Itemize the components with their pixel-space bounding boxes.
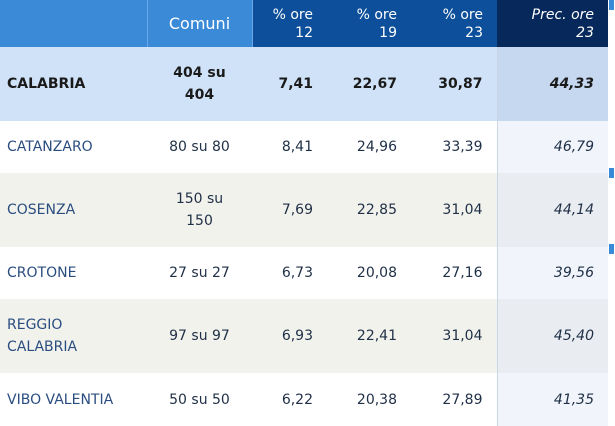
comuni-cell: 404 su 404	[147, 47, 252, 121]
value-ore-19: 20,08	[327, 247, 411, 299]
header-ore-12-label: % ore	[272, 6, 313, 23]
value-ore-12: 8,41	[252, 121, 327, 173]
header-ore-19-value: 19	[379, 24, 397, 41]
scroll-indicator-middle	[609, 168, 614, 178]
value-ore-19: 22,85	[327, 173, 411, 247]
comuni-line-1: 150 su	[175, 191, 224, 207]
header-ore-23-label: % ore	[442, 6, 483, 23]
value-prec-ore-23: 44,14	[496, 173, 608, 247]
value-ore-12: 6,22	[252, 373, 327, 426]
header-ore-19-label: % ore	[356, 6, 397, 23]
value-prec-ore-23: 46,79	[496, 121, 608, 173]
value-ore-19: 22,67	[327, 47, 411, 121]
table-row: REGGIO CALABRIA 97 su 97 6,93 22,41 31,04…	[0, 299, 608, 373]
table-row-total: CALABRIA 404 su 404 7,41 22,67 30,87 44,3…	[0, 47, 608, 121]
table-header-row: Comuni % ore 12 % ore 19 % ore 23 Prec. …	[0, 0, 608, 47]
value-ore-23: 31,04	[411, 299, 497, 373]
table-row: VIBO VALENTIA 50 su 50 6,22 20,38 27,89 …	[0, 373, 608, 426]
comuni-line-1: 97 su 97	[169, 328, 230, 344]
header-ore-23[interactable]: % ore 23	[411, 0, 497, 47]
region-link-reggio-calabria[interactable]: REGGIO CALABRIA	[0, 299, 147, 373]
value-ore-23: 27,89	[411, 373, 497, 426]
header-ore-12[interactable]: % ore 12	[252, 0, 327, 47]
value-ore-19: 22,41	[327, 299, 411, 373]
scroll-indicator-top	[609, 0, 614, 10]
header-prec-value: 23	[576, 24, 594, 41]
value-ore-23: 33,39	[411, 121, 497, 173]
comuni-line-2: 404	[184, 87, 215, 103]
region-link-cosenza[interactable]: COSENZA	[0, 173, 147, 247]
comuni-cell: 80 su 80	[147, 121, 252, 173]
region-name-line-1: CATANZARO	[7, 139, 93, 155]
value-ore-12: 6,73	[252, 247, 327, 299]
region-name-calabria: CALABRIA	[0, 47, 147, 121]
comuni-line-1: 80 su 80	[169, 139, 230, 155]
comuni-cell: 27 su 27	[147, 247, 252, 299]
region-name-line-2: CALABRIA	[7, 339, 78, 355]
value-prec-ore-23: 41,35	[496, 373, 608, 426]
comuni-line-1: 50 su 50	[169, 391, 230, 408]
region-link-catanzaro[interactable]: CATANZARO	[0, 121, 147, 173]
value-ore-12: 7,69	[252, 173, 327, 247]
value-ore-19: 24,96	[327, 121, 411, 173]
header-prec-ore-23[interactable]: Prec. ore 23	[497, 0, 608, 47]
header-region	[0, 0, 147, 47]
comuni-line-1: 404 su	[173, 65, 226, 81]
header-ore-19[interactable]: % ore 19	[327, 0, 411, 47]
header-comuni[interactable]: Comuni	[146, 0, 253, 47]
value-ore-12: 7,41	[252, 47, 327, 121]
value-ore-23: 31,04	[411, 173, 497, 247]
table-row: CROTONE 27 su 27 6,73 20,08 27,16 39,56	[0, 247, 608, 299]
region-name-line-1: CROTONE	[7, 265, 77, 281]
scroll-indicator-lower	[609, 244, 614, 254]
region-name-line-1: CALABRIA	[7, 76, 86, 92]
value-prec-ore-23: 44,33	[496, 47, 608, 121]
region-name-line-1: COSENZA	[7, 202, 76, 218]
comuni-cell: 97 su 97	[147, 299, 252, 373]
region-link-crotone[interactable]: CROTONE	[0, 247, 147, 299]
value-ore-12: 6,93	[252, 299, 327, 373]
value-prec-ore-23: 39,56	[496, 247, 608, 299]
value-ore-23: 27,16	[411, 247, 497, 299]
comuni-line-1: 27 su 27	[169, 265, 230, 281]
value-ore-23: 30,87	[411, 47, 497, 121]
region-name-line-1: VIBO VALENTIA	[7, 391, 114, 408]
header-ore-23-value: 23	[465, 24, 483, 41]
region-name-line-1: REGGIO	[7, 317, 63, 333]
region-link-vibo-valentia[interactable]: VIBO VALENTIA	[0, 373, 147, 426]
header-ore-12-value: 12	[295, 24, 313, 41]
comuni-cell: 50 su 50	[147, 373, 252, 426]
comuni-line-2: 150	[186, 213, 213, 229]
value-prec-ore-23: 45,40	[496, 299, 608, 373]
scroll-track[interactable]	[608, 0, 615, 424]
comuni-cell: 150 su 150	[147, 173, 252, 247]
table-row: COSENZA 150 su 150 7,69 22,85 31,04 44,14	[0, 173, 608, 247]
table-row: CATANZARO 80 su 80 8,41 24,96 33,39 46,7…	[0, 121, 608, 173]
value-ore-19: 20,38	[327, 373, 411, 426]
header-prec-label: Prec. ore	[531, 6, 594, 23]
